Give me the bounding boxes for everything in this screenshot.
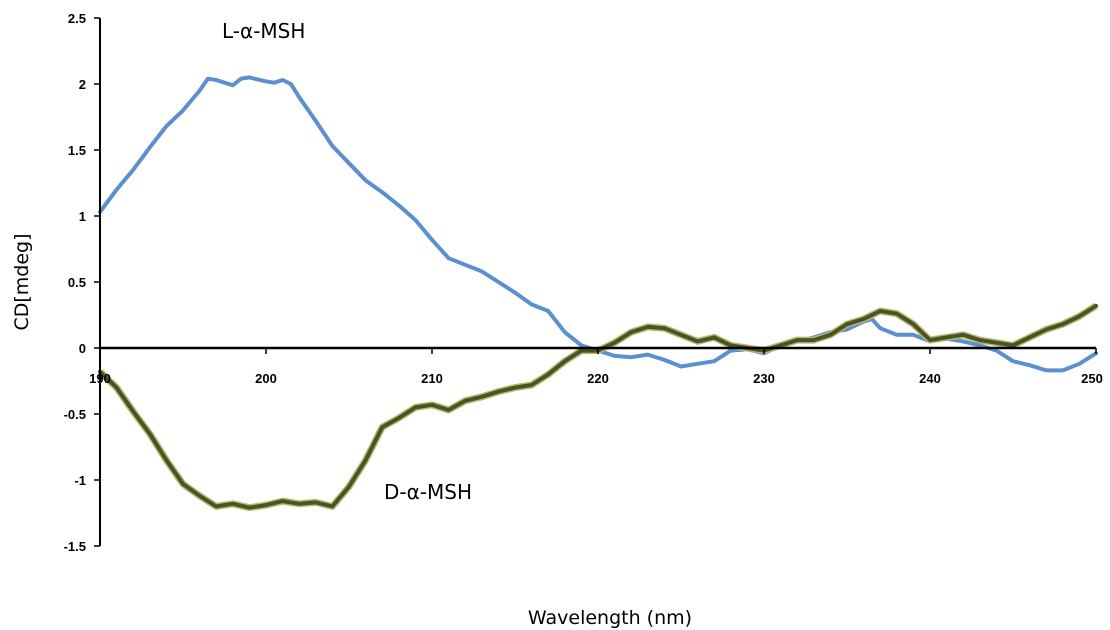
- x-tick-label: 220: [587, 371, 609, 386]
- y-tick-label: 0.5: [68, 275, 86, 290]
- series-line-d-alpha-msh: [98, 303, 1098, 510]
- y-tick-label: -0.5: [64, 407, 86, 422]
- series-line-l-alpha-msh: [98, 75, 1098, 373]
- x-tick-label: 230: [753, 371, 775, 386]
- x-tick-label: 210: [421, 371, 443, 386]
- x-tick-label: 200: [255, 371, 277, 386]
- y-tick-label: -1: [74, 473, 86, 488]
- y-tick-label: 0: [79, 341, 86, 356]
- y-axis-title: CD[mdeg]: [11, 233, 33, 330]
- series-label-d-alpha-msh: D-α-MSH: [384, 480, 472, 504]
- x-tick-label: 190: [89, 371, 111, 386]
- x-axis-title: Wavelength (nm): [528, 607, 692, 629]
- y-tick-label: -1.5: [64, 539, 86, 554]
- ticks-layer: 2.5 2 1.5 1 0.5 0 -0.5 -1 -1.5 190 200 210 220 230 240…: [64, 11, 1103, 554]
- y-tick-label: 1.5: [68, 143, 86, 158]
- axes-layer: [99, 18, 1096, 546]
- series-label-l-alpha-msh: L-α-MSH: [222, 19, 305, 43]
- series-layer: [97, 75, 1098, 512]
- x-tick-label: 240: [919, 371, 941, 386]
- y-tick-label: 2.5: [68, 11, 86, 26]
- y-tick-label: 1: [79, 209, 86, 224]
- x-tick-label: 250: [1081, 371, 1103, 386]
- y-tick-label: 2: [79, 77, 86, 92]
